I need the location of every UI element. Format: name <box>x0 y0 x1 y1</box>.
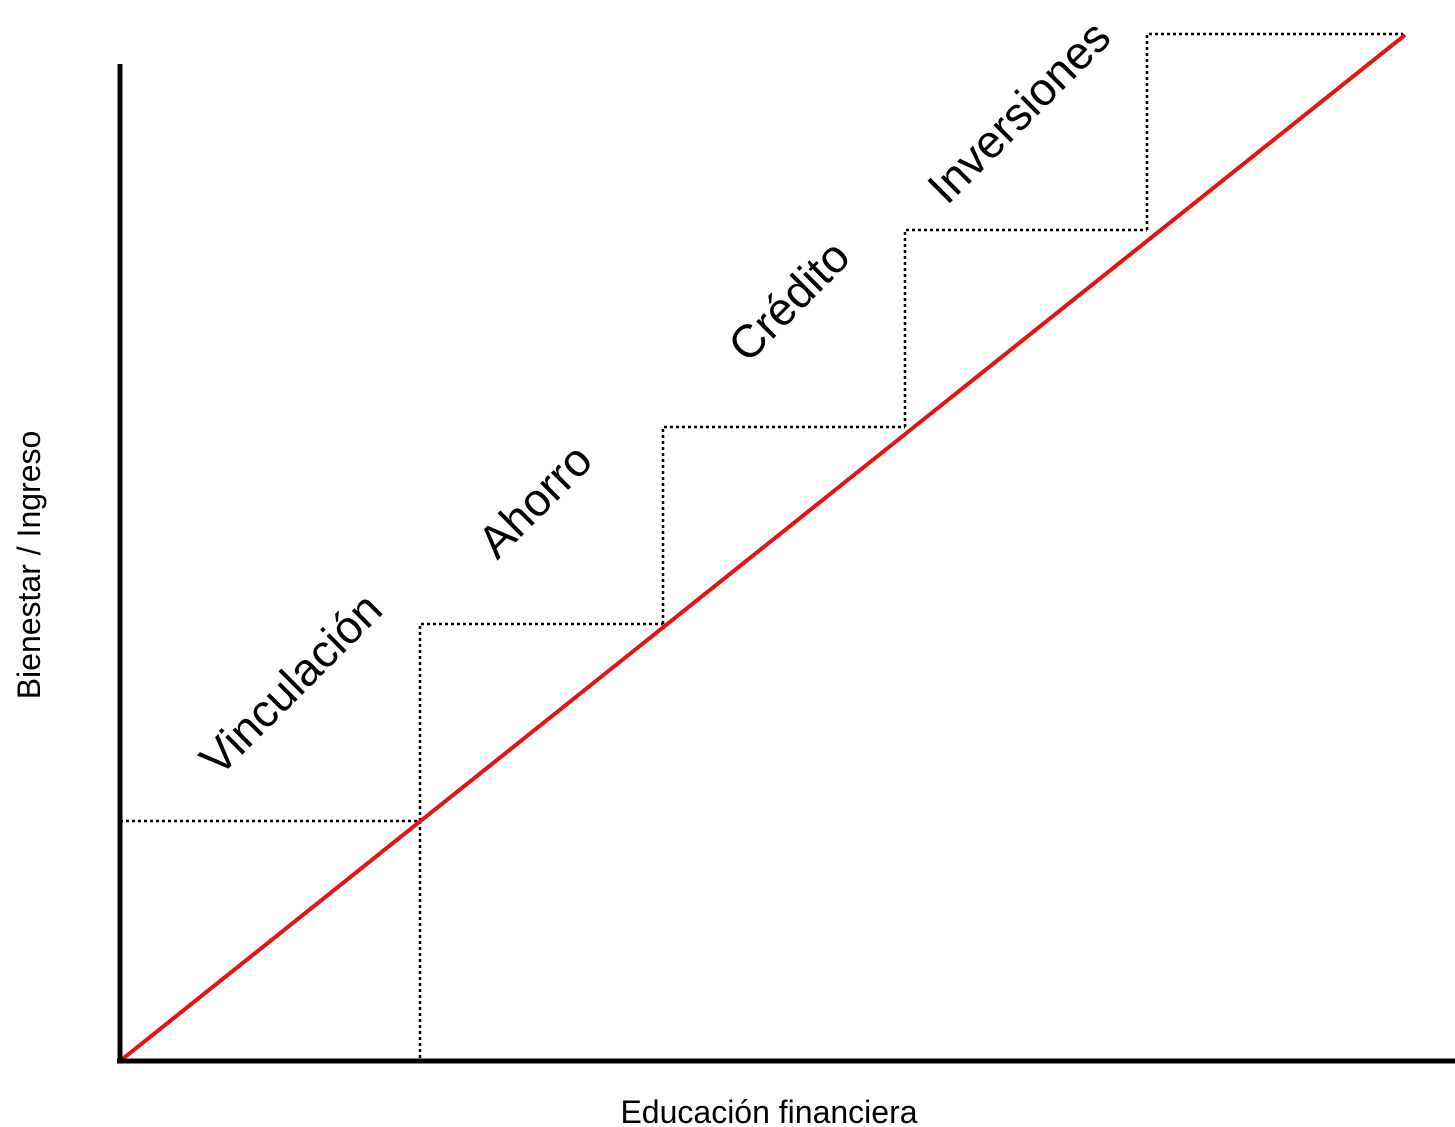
stage-label-inversiones: Inversiones <box>917 10 1120 213</box>
axes <box>117 64 1455 1064</box>
stage-label-vinculacion: Vinculación <box>189 582 392 785</box>
stage-label-ahorro: Ahorro <box>467 433 601 567</box>
y-axis-label: Bienestar / Ingreso <box>11 431 47 700</box>
step-credito <box>661 425 905 624</box>
stage-labels: Vinculación Ahorro Crédito Inversiones <box>189 10 1120 785</box>
x-axis-label: Educación financiera <box>620 1094 917 1127</box>
step-top <box>1145 32 1403 230</box>
trend-line <box>118 33 1407 1063</box>
step-inversiones <box>903 228 1147 427</box>
staircase-steps <box>120 32 1403 1058</box>
stage-label-credito: Crédito <box>718 230 860 372</box>
